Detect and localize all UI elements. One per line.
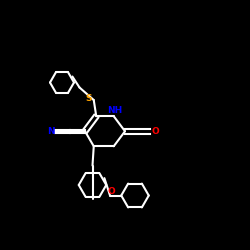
Text: O: O xyxy=(108,186,115,196)
Text: NH: NH xyxy=(108,106,122,115)
Text: N: N xyxy=(47,127,54,136)
Text: S: S xyxy=(85,94,91,103)
Text: O: O xyxy=(151,127,159,136)
